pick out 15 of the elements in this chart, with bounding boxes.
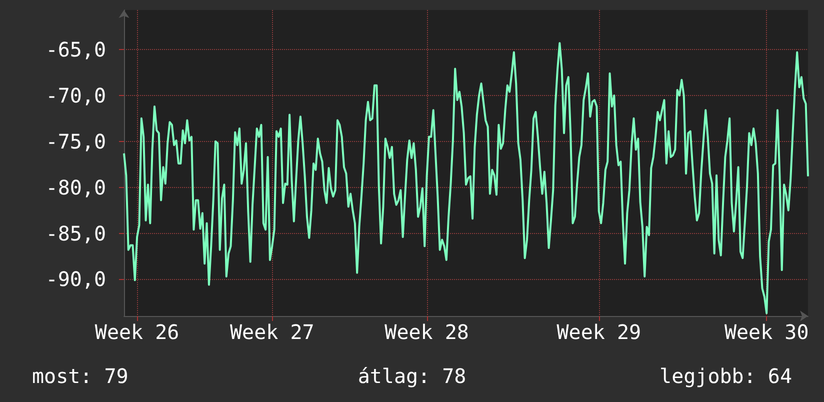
y-tick-label: -85,0 <box>46 221 106 246</box>
x-tick-label: Week 27 <box>230 320 314 344</box>
x-tick-label: Week 28 <box>384 320 469 344</box>
y-tick-label: -70,0 <box>46 83 106 108</box>
y-tick-label: -80,0 <box>46 175 106 200</box>
text: átlag: 78 <box>358 364 466 388</box>
x-tick-label: Week 30 <box>724 320 809 344</box>
y-tick-label: -75,0 <box>46 129 106 154</box>
text: legjobb: 64 <box>660 364 792 388</box>
y-tick-label: -65,0 <box>46 38 106 62</box>
x-tick-label: Week 26 <box>94 320 180 344</box>
y-tick-label: -90,0 <box>46 267 106 292</box>
text: most: 79 <box>32 364 128 388</box>
line-series <box>123 42 809 314</box>
x-tick-label: Week 29 <box>556 320 642 344</box>
